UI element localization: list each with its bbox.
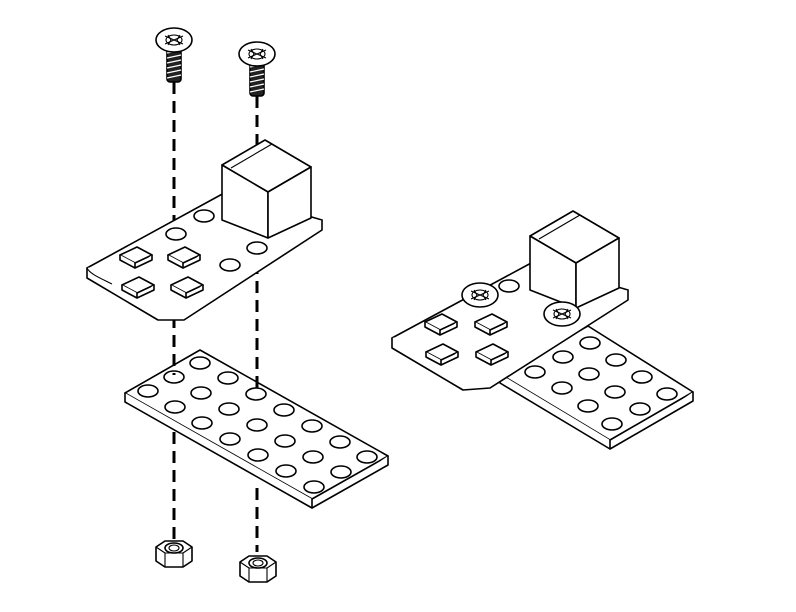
hex-nut [155, 540, 193, 568]
screw [155, 27, 193, 83]
plate-holes [524, 336, 678, 431]
module-board [86, 139, 323, 321]
cube-connector [221, 139, 312, 239]
assembled-view [391, 210, 694, 450]
cube-connector [529, 210, 620, 309]
screw [238, 41, 276, 97]
hole-plate [124, 349, 389, 509]
board-hole [498, 279, 520, 293]
screw-head [461, 282, 499, 308]
board-holes [165, 209, 268, 272]
hole-plate [499, 325, 694, 450]
exploded-view [86, 27, 389, 583]
hex-nut [239, 555, 277, 583]
plate-holes [137, 356, 378, 494]
screw-head [543, 301, 581, 327]
